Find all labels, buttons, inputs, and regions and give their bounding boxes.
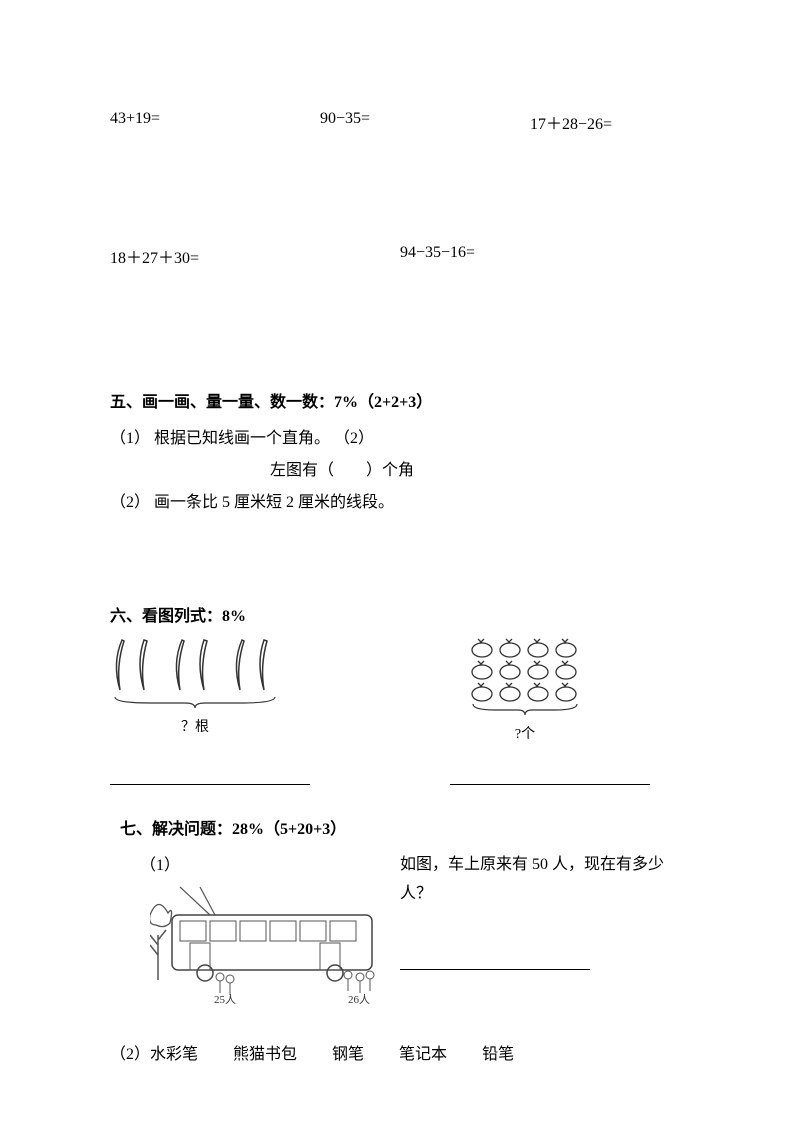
- equation-2: 90−35=: [320, 110, 530, 134]
- q7-2-item: 笔记本: [399, 1040, 447, 1064]
- answer-underline: [450, 767, 650, 785]
- q7-2-item: 钢笔: [332, 1040, 364, 1064]
- q7-1-label: （1）: [110, 851, 400, 875]
- banana-icon: [170, 638, 190, 693]
- orange-figure: ?个: [470, 638, 580, 743]
- section-5: 五、画一画、量一量、数一数：7%（2+2+3） （1） 根据已知线画一个直角。 …: [110, 388, 700, 512]
- math-equations-row1: 43+19= 90−35= 17＋28−26=: [110, 110, 700, 134]
- bus-drawing: 25人 26人: [150, 885, 400, 1010]
- math-equations-row2: 18＋27＋30= 94−35−16=: [110, 244, 700, 268]
- banana-pair: [230, 638, 272, 693]
- section5-item1: （1） 根据已知线画一个直角。 （2）: [110, 424, 700, 448]
- banana-pair: [170, 638, 212, 693]
- orange-icon: [554, 660, 578, 680]
- answer-underline: [110, 767, 310, 785]
- q7-2-item: 熊猫书包: [233, 1040, 297, 1064]
- banana-icon: [252, 638, 272, 693]
- q7-2-item: 铅笔: [482, 1040, 514, 1064]
- brace-icon: [110, 695, 280, 709]
- bus-label-right: 26人: [348, 993, 370, 1005]
- q7-2-label: （2）水彩笔: [110, 1040, 198, 1064]
- orange-row: [470, 660, 580, 680]
- bus-label-left: 25人: [214, 993, 236, 1005]
- banana-label: ？根: [110, 716, 280, 736]
- answer-underline: [400, 969, 590, 970]
- banana-pair: [110, 638, 152, 693]
- orange-icon: [526, 682, 550, 702]
- banana-icon: [230, 638, 250, 693]
- section7-title: 七、解决问题：28%（5+20+3）: [110, 815, 700, 839]
- orange-icon: [526, 660, 550, 680]
- section5-item2: （2） 画一条比 5 厘米短 2 厘米的线段。: [110, 488, 700, 512]
- orange-icon: [498, 682, 522, 702]
- orange-icon: [498, 638, 522, 658]
- q7-1-text-line2: 人？: [400, 880, 664, 909]
- bus-icon: 25人 26人: [150, 885, 380, 1005]
- equation-4: 18＋27＋30=: [110, 244, 400, 268]
- q7-2-row: （2）水彩笔 熊猫书包 钢笔 笔记本 铅笔: [110, 1040, 700, 1064]
- orange-label: ?个: [470, 723, 580, 743]
- equation-3: 17＋28−26=: [530, 110, 612, 134]
- banana-icon: [192, 638, 212, 693]
- orange-icon: [470, 638, 494, 658]
- orange-row: [470, 682, 580, 702]
- equation-5: 94−35−16=: [400, 244, 475, 268]
- q7-1-row: （1）: [110, 851, 700, 1010]
- answer-lines: [110, 767, 700, 785]
- brace-icon: [470, 702, 580, 716]
- section6-title: 六、看图列式：8%: [110, 602, 700, 626]
- section5-title: 五、画一画、量一量、数一数：7%（2+2+3）: [110, 388, 700, 412]
- orange-icon: [554, 638, 578, 658]
- orange-icon: [470, 660, 494, 680]
- banana-icon: [110, 638, 130, 693]
- banana-icon: [132, 638, 152, 693]
- q7-1-text-line1: 如图，车上原来有 50 人，现在有多少: [400, 851, 664, 880]
- figure-row: ？根: [110, 638, 700, 743]
- orange-row: [470, 638, 580, 658]
- orange-rows: [470, 638, 580, 702]
- equation-1: 43+19=: [110, 110, 320, 134]
- orange-icon: [498, 660, 522, 680]
- section5-item1b: 左图有（ ）个角: [110, 456, 700, 480]
- orange-icon: [554, 682, 578, 702]
- orange-icon: [470, 682, 494, 702]
- section-6: 六、看图列式：8% ？根: [110, 602, 700, 785]
- section-7: 七、解决问题：28%（5+20+3） （1）: [110, 815, 700, 1064]
- banana-group: [110, 638, 400, 693]
- orange-icon: [526, 638, 550, 658]
- banana-figure: ？根: [110, 638, 400, 743]
